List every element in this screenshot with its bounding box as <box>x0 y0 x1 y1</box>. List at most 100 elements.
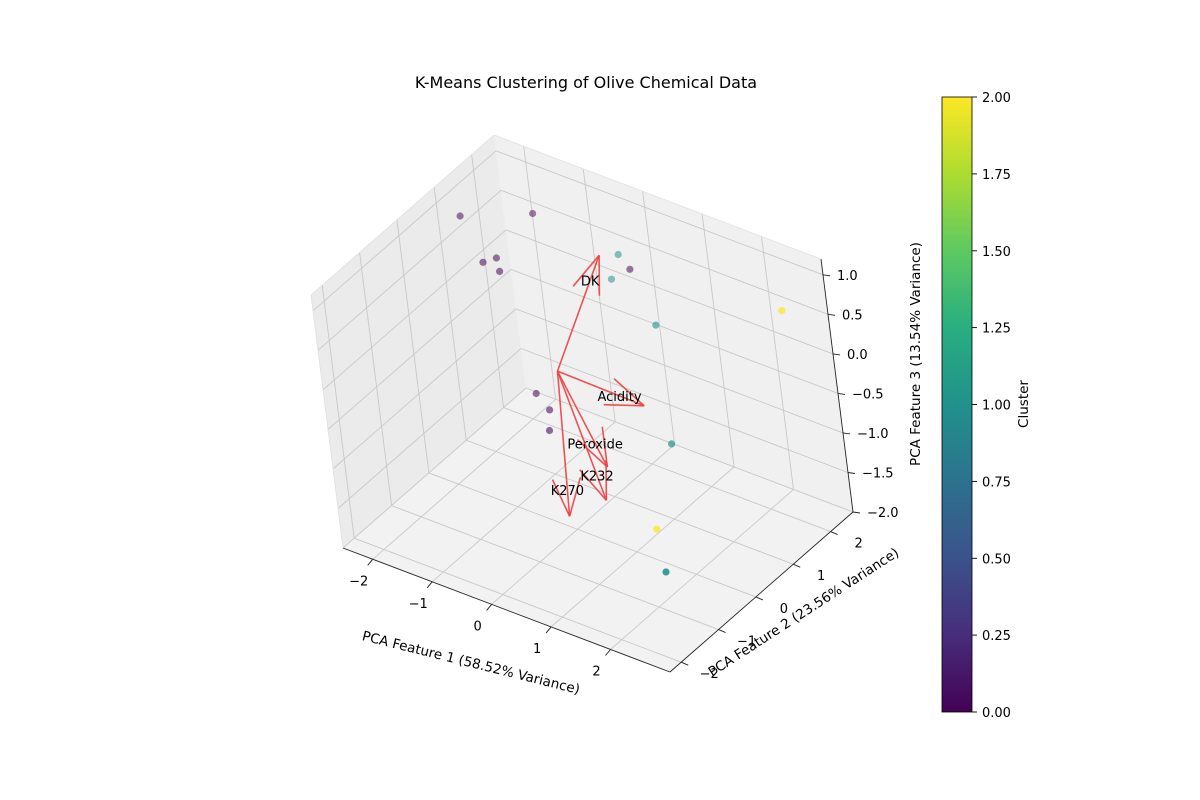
loading-arrow-shaft <box>557 370 645 407</box>
colorbar-tick-label: 0.25 <box>982 629 1011 644</box>
x-tick-label: −1 <box>409 597 428 612</box>
x-tick-label: 2 <box>592 665 600 680</box>
grid-line-y-wall <box>433 187 467 441</box>
z-axis-label: PCA Feature 3 (13.54% Variance) <box>908 242 924 466</box>
scatter-point <box>529 209 537 218</box>
colorbar-tick-label: 0.00 <box>982 706 1011 721</box>
loading-arrow-shaft <box>556 370 608 501</box>
loading-arrow-head <box>572 254 600 287</box>
axes-grid <box>312 146 854 663</box>
x-tick-label: −2 <box>349 574 368 589</box>
colorbar-tick-label: 1.75 <box>982 168 1011 183</box>
scatter-points <box>456 209 786 576</box>
grid-line-z-left <box>342 387 527 549</box>
z-tick-label: −0.5 <box>852 387 884 402</box>
grid-line-x-wall <box>523 146 557 400</box>
grid-line-y-floor <box>391 505 719 631</box>
grid-line-z-left <box>322 229 507 391</box>
grid-line-x-wall <box>761 236 794 490</box>
colorbar-gradient <box>941 96 973 713</box>
scatter-point <box>662 568 670 576</box>
z-tick-label: −2.0 <box>867 506 899 521</box>
loading-arrow: Acidity <box>557 370 645 407</box>
loading-arrow-shaft <box>556 370 609 468</box>
grid-line-z-left <box>327 269 512 430</box>
z-tick-mark <box>827 313 836 316</box>
tick-labels: −2 −1 0 1 2 −2 −1 0 1 2 −2.0 −1.5 −1.0 −0.5 0.0 0.5 1.0 <box>349 269 898 682</box>
grid-line-x-floor <box>550 466 735 628</box>
grid-line-y-floor <box>428 472 757 598</box>
scatter-point <box>778 307 786 315</box>
floor-pane <box>343 388 853 672</box>
colorbar-tick-label: 1.00 <box>982 399 1011 414</box>
axes-panes <box>311 135 853 672</box>
y-tick-mark <box>793 563 801 568</box>
colorbar-tick-label: 1.50 <box>982 245 1011 260</box>
y-tick-label: 2 <box>854 537 862 552</box>
grid-line-x-floor <box>491 444 675 605</box>
grid-line-z-left <box>312 150 497 312</box>
loading-label: K270 <box>551 484 584 499</box>
z-axis-line <box>820 258 854 513</box>
loading-arrow: K270 <box>551 371 584 517</box>
loading-arrow-shaft <box>556 255 600 372</box>
scatter-point <box>496 267 504 275</box>
colorbar-ticks: 0.00 0.25 0.50 0.75 1.00 1.25 1.50 1.75 2.00 <box>972 91 1011 721</box>
grid-line-y-floor <box>503 407 831 533</box>
y-tick-label: −1 <box>737 635 756 650</box>
loading-label: DK <box>581 274 600 289</box>
x-tick-mark <box>367 559 374 566</box>
axes-lines <box>310 134 854 673</box>
scatter-point <box>626 265 634 273</box>
scatter-point <box>532 389 540 398</box>
colorbar-tick-label: 2.00 <box>982 91 1011 106</box>
z-tick-mark <box>842 432 851 435</box>
colorbar-tick-label: 0.75 <box>982 475 1011 490</box>
colorbar: 0.00 0.25 0.50 0.75 1.00 1.25 1.50 1.75 2.00 Clu… <box>941 91 1032 721</box>
scatter-point <box>607 275 616 283</box>
grid-line-z-left <box>337 348 522 509</box>
scatter-point <box>479 258 487 266</box>
z-tick-mark <box>837 392 846 395</box>
grid-line-z-back <box>495 150 824 276</box>
y-axis-line <box>669 511 854 673</box>
loading-label: Acidity <box>597 390 641 405</box>
z-tick-mark <box>822 274 831 277</box>
grid-line-x-wall <box>701 213 735 467</box>
pane-edge <box>310 294 344 549</box>
left-wall-pane <box>311 135 526 548</box>
grid-line-z-back <box>500 189 829 315</box>
grid-line-x-wall <box>642 191 676 445</box>
grid-line-z-back <box>520 348 849 473</box>
z-tick-label: 0.0 <box>847 348 868 363</box>
grid-line-y-floor <box>354 537 682 663</box>
pane-edge <box>310 134 495 296</box>
loading-arrow-head <box>576 439 608 468</box>
grid-line-x-floor <box>610 489 794 650</box>
chart-title: K-Means Clustering of Olive Chemical Dat… <box>415 73 757 92</box>
back-wall-pane <box>494 135 853 512</box>
loading-label: Peroxide <box>567 437 623 452</box>
grid-line-z-left <box>317 189 502 351</box>
loading-arrow-head <box>613 378 645 407</box>
x-axis-line <box>342 547 671 673</box>
colorbar-tick-label: 0.50 <box>982 552 1011 567</box>
scatter-point <box>652 321 660 329</box>
scatter-point <box>653 525 661 533</box>
grid-line-y-floor <box>466 439 794 565</box>
loading-arrow-head <box>568 477 582 517</box>
z-tick-mark <box>847 472 856 474</box>
grid-line-z-left <box>332 308 517 470</box>
y-tick-label: 1 <box>817 569 825 584</box>
grid-line-z-back <box>515 308 844 434</box>
x-axis-label: PCA Feature 1 (58.52% Variance) <box>360 628 581 698</box>
loading-label: K232 <box>580 470 613 485</box>
y-tick-mark <box>830 531 838 536</box>
loading-arrow: K232 <box>556 370 614 501</box>
grid-line-z-back <box>505 229 834 355</box>
scatter-point <box>545 426 554 435</box>
loading-arrow-head <box>603 403 645 407</box>
grid-line-x-floor <box>431 421 616 583</box>
